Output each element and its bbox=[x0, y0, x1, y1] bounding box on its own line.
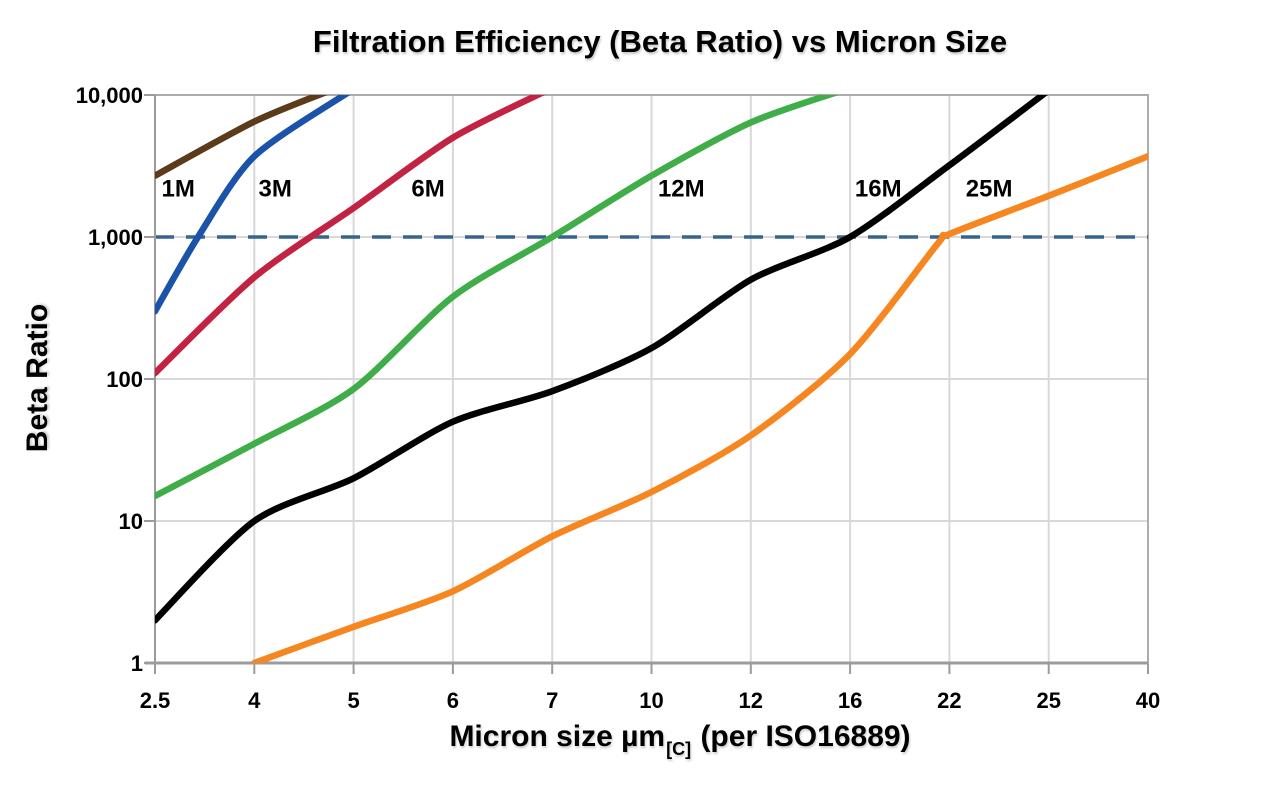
series-label-16M: 16M bbox=[855, 175, 902, 202]
x-tick-label: 4 bbox=[248, 688, 261, 713]
series-line-1M bbox=[155, 95, 328, 179]
x-tick-label: 25 bbox=[1036, 688, 1060, 713]
series-line-16M bbox=[155, 95, 1048, 624]
x-tick-label: 22 bbox=[937, 688, 961, 713]
series-label-25M: 25M bbox=[966, 175, 1013, 202]
axes bbox=[144, 94, 1149, 674]
x-tick-label: 16 bbox=[838, 688, 862, 713]
series-line-25M bbox=[251, 153, 1148, 663]
series-line-3M bbox=[155, 95, 351, 315]
x-axis-title-tail: (per ISO16889) bbox=[692, 720, 911, 753]
series-label-6M: 6M bbox=[411, 175, 444, 202]
x-tick-label: 7 bbox=[546, 688, 558, 713]
series-line-6M bbox=[155, 95, 545, 377]
y-tick-label: 10 bbox=[119, 509, 143, 534]
x-tick-label: 12 bbox=[739, 688, 763, 713]
series-label-3M: 3M bbox=[258, 175, 291, 202]
series-label-1M: 1M bbox=[161, 175, 194, 202]
x-axis-title-main: Micron size µm bbox=[449, 720, 666, 753]
tick-labels: 2.5 4 5 6 7 10 12 16 22 25 40 1 10 100 1,000 10,000 bbox=[76, 83, 1161, 713]
y-tick-label: 1 bbox=[131, 651, 143, 676]
y-tick-label: 100 bbox=[106, 367, 143, 392]
x-tick-label: 6 bbox=[447, 688, 459, 713]
series-curves bbox=[155, 95, 1148, 663]
x-tick-label: 2.5 bbox=[140, 688, 171, 713]
gridlines bbox=[155, 95, 1148, 663]
y-tick-label: 1,000 bbox=[88, 225, 143, 250]
series-line-12M bbox=[155, 95, 839, 500]
chart-title: Filtration Efficiency (Beta Ratio) vs Mi… bbox=[312, 24, 1008, 59]
y-axis-title: Beta Ratio bbox=[21, 303, 54, 453]
x-tick-label: 5 bbox=[347, 688, 359, 713]
y-tick-label: 10,000 bbox=[76, 83, 143, 108]
series-label-12M: 12M bbox=[658, 175, 705, 202]
x-tick-label: 10 bbox=[639, 688, 663, 713]
x-axis-title: Micron size µm[C] (per ISO16889) bbox=[180, 720, 1180, 759]
series-labels: 1M 3M 6M 12M 16M 25M bbox=[161, 175, 1012, 202]
x-axis-title-subscript: [C] bbox=[666, 739, 692, 759]
x-tick-label: 40 bbox=[1136, 688, 1160, 713]
